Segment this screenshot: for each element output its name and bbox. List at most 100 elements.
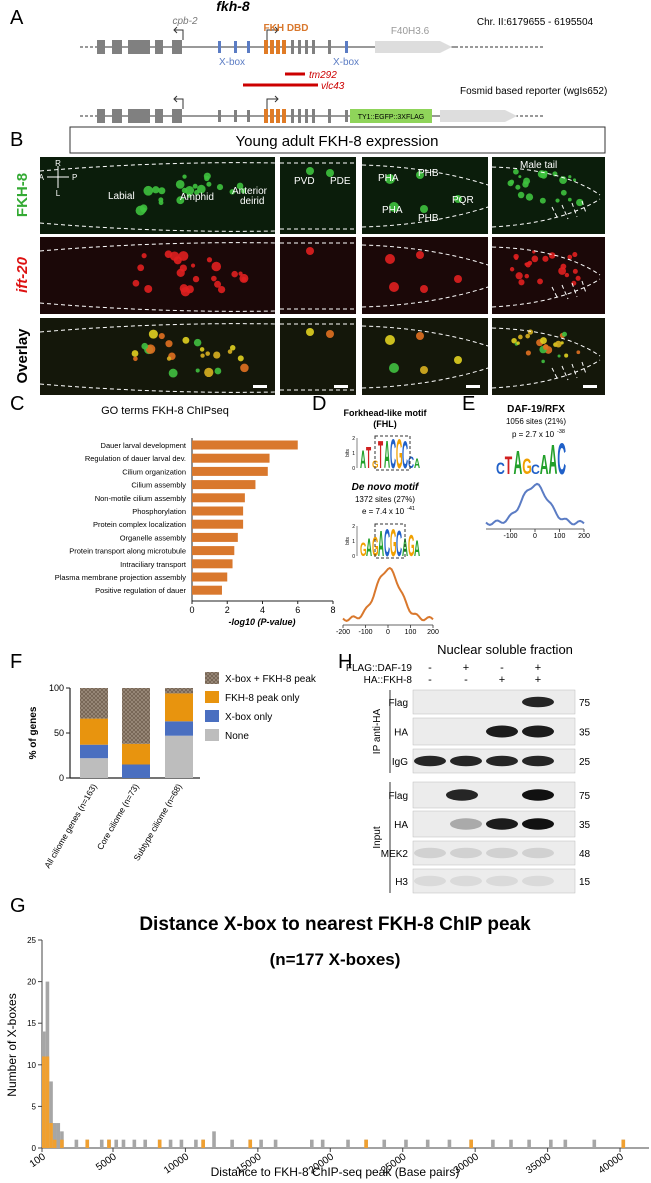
cell-label: PHA <box>378 173 399 184</box>
motif-stat: e = 7.4 x 10 <box>362 507 405 516</box>
y-tick-label: 0 <box>32 1144 37 1153</box>
logo-tick-label: 2 <box>352 436 355 442</box>
x-tick-label: Core ciliome (n=73) <box>95 782 141 852</box>
motif-stat: 1372 sites (27%) <box>355 495 415 504</box>
exon <box>305 40 308 54</box>
cell-signal <box>193 338 202 347</box>
cell-signal <box>416 251 424 259</box>
motif-stat: 1056 sites (21%) <box>506 417 566 426</box>
exon <box>172 109 182 123</box>
condition-sign: - <box>464 674 468 686</box>
cell-label: Male tail <box>520 160 557 171</box>
cell-signal <box>211 261 222 272</box>
outline <box>39 162 276 232</box>
logo-letter: G <box>390 521 397 565</box>
logo-letter: G <box>360 539 367 561</box>
hist-bar <box>49 1123 53 1148</box>
exon <box>97 40 105 54</box>
category-label: Protein transport along microtubule <box>69 547 186 556</box>
exon <box>312 109 315 123</box>
cell-signal <box>175 180 185 189</box>
enrichment-curve <box>342 566 434 622</box>
hist-bar <box>346 1139 350 1148</box>
tss-arrow <box>266 95 279 109</box>
cell-signal <box>132 279 140 287</box>
hist-bar <box>364 1139 368 1148</box>
x-tick-label: 40000 <box>597 1151 626 1176</box>
blot-strip <box>412 840 576 866</box>
domain-label: FKH DBD <box>264 23 309 34</box>
exon <box>328 40 331 54</box>
micrograph <box>362 237 488 314</box>
cell-signal <box>214 280 222 288</box>
axis-title: -log10 (P-value) <box>228 617 295 627</box>
chart-title: Distance X-box to nearest FKH-8 ChIP pea… <box>139 914 531 935</box>
cell-signal <box>518 175 522 179</box>
hist-bar <box>132 1139 137 1148</box>
exon <box>312 40 315 54</box>
cell-signal <box>195 368 200 373</box>
blot-band <box>486 755 518 767</box>
scale-bar <box>466 385 480 388</box>
cell-signal <box>131 350 139 357</box>
hist-bar <box>143 1139 148 1148</box>
cell-signal <box>214 367 222 375</box>
logo-axis-label: bits <box>345 537 351 545</box>
cell-signal <box>176 196 185 205</box>
cell-signal <box>176 268 185 278</box>
cell-signal <box>137 264 145 272</box>
cell-signal <box>182 336 190 344</box>
category-label: Non-motile cilium assembly <box>95 494 187 503</box>
category-label: Plasma membrane projection assembly <box>55 573 187 582</box>
exon <box>112 40 122 54</box>
exon <box>282 109 286 123</box>
y-tick-label: 5 <box>32 1102 37 1111</box>
outline <box>491 246 601 308</box>
exon <box>234 41 237 53</box>
exon <box>218 41 221 53</box>
cell-signal <box>576 198 584 207</box>
blot-band <box>522 875 554 887</box>
logo-letter: A <box>414 536 420 561</box>
gene-label: F40H3.6 <box>391 26 430 37</box>
category-label: Dauer larval development <box>101 441 187 450</box>
cell-signal <box>385 174 395 184</box>
cell-signal <box>199 347 205 352</box>
hist-bar <box>114 1139 119 1148</box>
x-tick-label: -100 <box>503 533 517 540</box>
reporter-label: Fosmid based reporter (wgIs652) <box>460 86 607 97</box>
exon <box>155 40 163 54</box>
mw-label: 35 <box>579 728 591 739</box>
x-tick-label: 100 <box>28 1151 48 1170</box>
cell-signal <box>515 272 523 280</box>
bar <box>192 572 228 582</box>
y-tick-label: 20 <box>27 978 36 987</box>
micrograph <box>280 237 356 314</box>
chart-title: GO terms FKH-8 ChIPseq <box>101 405 229 417</box>
micrograph <box>362 318 488 395</box>
condition-label: FLAG::DAF-19 <box>346 663 413 674</box>
cell-label: PHB <box>418 168 439 179</box>
mw-label: 35 <box>579 820 591 831</box>
hist-bar <box>56 1123 61 1148</box>
cell-signal <box>185 186 195 196</box>
exon <box>298 40 301 54</box>
hist-bar <box>509 1139 513 1148</box>
legend-label: FKH-8 peak only <box>225 693 299 704</box>
hist-bar <box>157 1139 162 1148</box>
bar <box>192 546 235 556</box>
x-tick-label: 4 <box>260 605 265 615</box>
bar <box>192 532 238 542</box>
logo-tick-label: 2 <box>352 524 355 530</box>
cell-signal <box>206 181 212 187</box>
mw-label: 75 <box>579 698 591 709</box>
hist-bar <box>49 1081 53 1148</box>
condition-sign: - <box>428 662 432 674</box>
hist-bar <box>549 1139 553 1148</box>
x-tick-label: 0 <box>386 629 390 636</box>
cell-signal <box>173 256 182 265</box>
logo-letter: T <box>505 452 512 480</box>
cell-signal <box>158 332 165 340</box>
micrograph <box>492 157 605 234</box>
logo-letter: C <box>390 432 396 478</box>
